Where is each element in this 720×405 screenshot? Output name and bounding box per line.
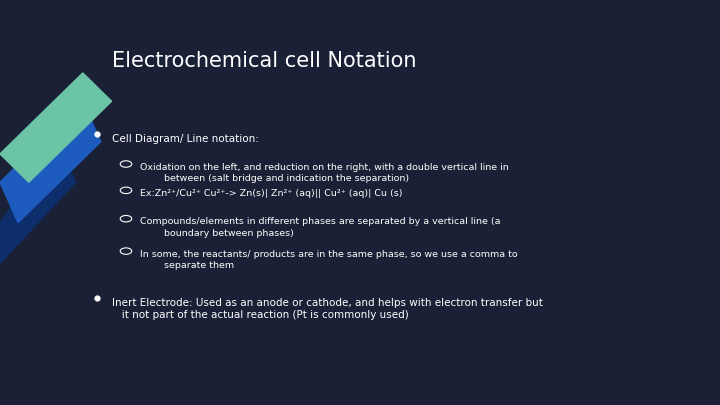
Polygon shape (0, 73, 112, 182)
Text: Inert Electrode: Used as an anode or cathode, and helps with electron transfer b: Inert Electrode: Used as an anode or cat… (112, 298, 542, 320)
Text: Cell Diagram/ Line notation:: Cell Diagram/ Line notation: (112, 134, 258, 144)
Polygon shape (0, 101, 101, 223)
Text: Electrochemical cell Notation: Electrochemical cell Notation (112, 51, 416, 70)
Polygon shape (0, 142, 76, 263)
Text: In some, the reactants/ products are in the same phase, so we use a comma to
   : In some, the reactants/ products are in … (140, 250, 518, 270)
Text: Compounds/elements in different phases are separated by a vertical line (a
     : Compounds/elements in different phases a… (140, 217, 501, 238)
Text: Oxidation on the left, and reduction on the right, with a double vertical line i: Oxidation on the left, and reduction on … (140, 163, 509, 183)
Text: Ex:Zn²⁺/Cu²⁺ Cu²⁺-> Zn(s)| Zn²⁺ (aq)|| Cu²⁺ (aq)| Cu (s): Ex:Zn²⁺/Cu²⁺ Cu²⁺-> Zn(s)| Zn²⁺ (aq)|| C… (140, 189, 403, 198)
